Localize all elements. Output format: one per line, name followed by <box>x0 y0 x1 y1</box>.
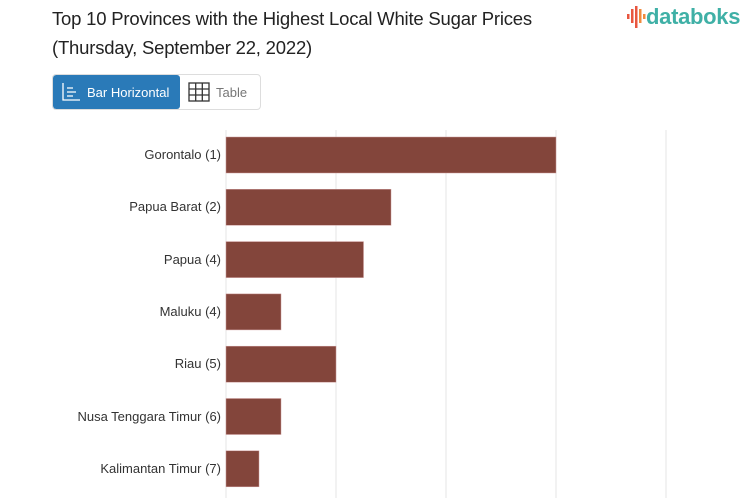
bar-chart-icon <box>62 83 80 101</box>
bar[interactable] <box>225 136 557 174</box>
chart-title: Top 10 Provinces with the Highest Local … <box>52 4 532 62</box>
view-toggle: Bar Horizontal Table <box>52 74 261 110</box>
databoks-logo: databoks <box>626 4 740 30</box>
category-label: Papua Barat (2) <box>129 199 221 215</box>
bar[interactable] <box>225 241 364 278</box>
logo-bars-icon <box>627 6 646 28</box>
bar[interactable] <box>225 450 260 488</box>
bar[interactable] <box>225 293 282 331</box>
table-label: Table <box>216 84 248 100</box>
logo-text: databoks <box>646 4 741 29</box>
bar-horizontal-label: Bar Horizontal <box>87 84 170 100</box>
bar[interactable] <box>225 189 392 226</box>
grid-icon <box>188 82 210 102</box>
category-label: Maluku (4) <box>159 303 221 319</box>
bar[interactable] <box>225 398 282 435</box>
bar[interactable] <box>225 345 337 383</box>
category-label: Riau (5) <box>174 356 221 372</box>
title-line-2: (Thursday, September 22, 2022) <box>52 37 312 58</box>
category-label: Papua (4) <box>163 251 221 267</box>
table-button[interactable]: Table <box>180 75 255 109</box>
title-line-1: Top 10 Provinces with the Highest Local … <box>52 8 532 29</box>
category-label: Gorontalo (1) <box>144 147 221 162</box>
category-label: Kalimantan Timur (7) <box>100 460 221 476</box>
bar-horizontal-button[interactable]: Bar Horizontal <box>53 75 180 109</box>
category-label: Nusa Tenggara Timur (6) <box>77 408 221 424</box>
